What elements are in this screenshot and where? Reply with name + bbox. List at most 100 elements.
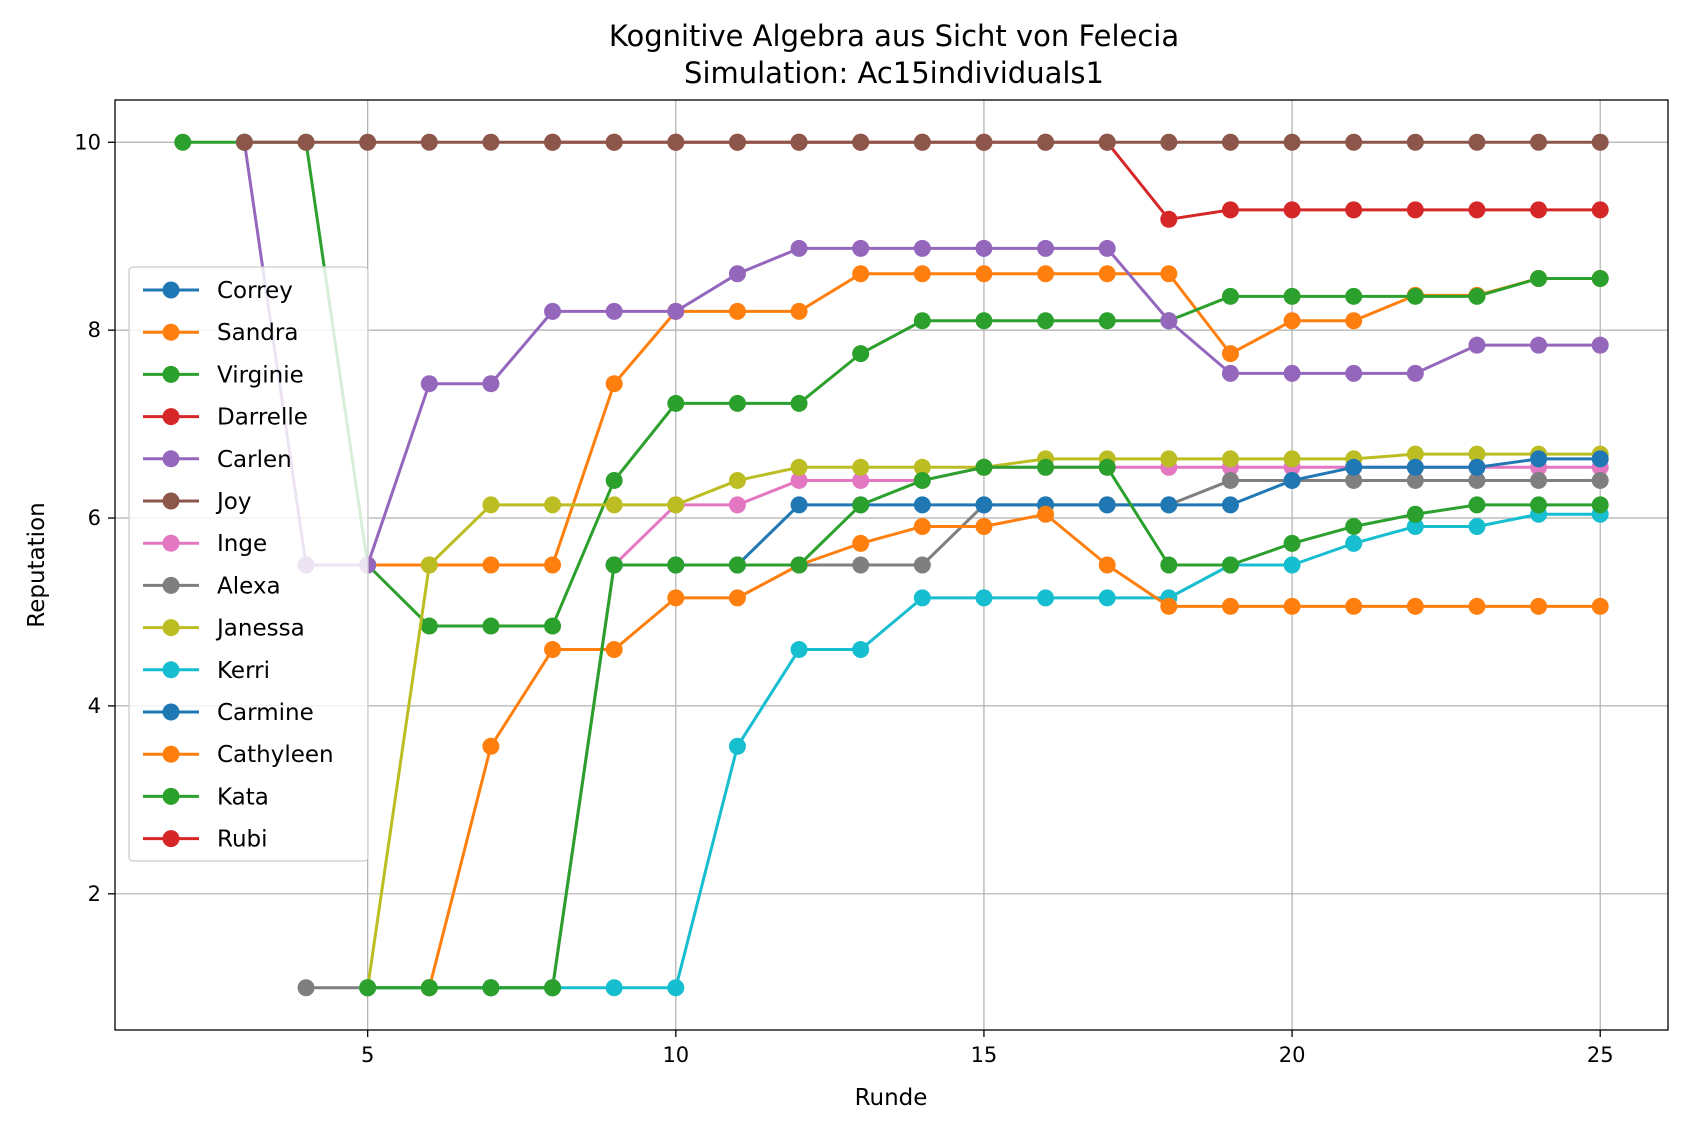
data-point-kerri (1468, 517, 1486, 535)
data-point-joy (544, 133, 562, 151)
data-point-janessa (482, 496, 500, 514)
data-point-joy (1283, 133, 1301, 151)
data-point-carlen (790, 239, 808, 257)
data-point-joy (297, 133, 315, 151)
series-line-virginie (182, 140, 1601, 628)
legend-item-janessa: Janessa (143, 616, 305, 642)
series-group (174, 133, 1609, 997)
legend-marker (162, 619, 180, 637)
data-point-carlen (975, 239, 993, 257)
data-point-cathyleen (913, 517, 931, 535)
data-point-alexa (1345, 471, 1363, 489)
legend-label: Joy (215, 489, 251, 515)
legend-label: Virginie (217, 362, 304, 388)
data-point-carmine (1591, 450, 1609, 468)
data-point-joy (790, 133, 808, 151)
data-point-kata (852, 496, 870, 514)
legend-item-rubi: Rubi (143, 827, 268, 853)
legend-item-darrelle: Darrelle (143, 405, 308, 431)
x-tick-label: 20 (1279, 1043, 1306, 1067)
data-point-kata (482, 979, 500, 997)
data-point-carlen (420, 375, 438, 393)
x-axis-label: Runde (855, 1085, 928, 1111)
y-tick-label: 2 (88, 882, 101, 906)
data-point-sandra (544, 556, 562, 574)
data-point-kata (975, 458, 993, 476)
data-point-virginie (728, 394, 746, 412)
data-point-darrelle (1221, 201, 1239, 219)
data-point-carmine (1098, 496, 1116, 514)
legend-item-kerri: Kerri (143, 658, 270, 684)
data-point-carlen (1160, 312, 1178, 330)
data-point-alexa (1468, 471, 1486, 489)
data-point-janessa (790, 458, 808, 476)
data-point-kerri (1037, 589, 1055, 607)
data-point-carlen (1283, 364, 1301, 382)
data-point-virginie (790, 394, 808, 412)
legend-label: Kerri (217, 658, 270, 684)
data-point-kata (1530, 496, 1548, 514)
data-point-joy (1160, 133, 1178, 151)
data-point-sandra (1221, 345, 1239, 363)
data-point-joy (667, 133, 685, 151)
data-point-alexa (913, 556, 931, 574)
data-point-sandra (975, 265, 993, 283)
data-point-inge (790, 471, 808, 489)
data-point-joy (852, 133, 870, 151)
legend-item-joy: Joy (143, 489, 251, 515)
data-point-kata (728, 556, 746, 574)
data-point-virginie (1345, 287, 1363, 305)
data-point-virginie (174, 133, 192, 151)
data-point-kata (1345, 517, 1363, 535)
data-point-virginie (544, 617, 562, 635)
data-point-sandra (605, 375, 623, 393)
data-point-inge (728, 496, 746, 514)
data-point-carlen (913, 239, 931, 257)
chart-title: Kognitive Algebra aus Sicht von Felecia (609, 19, 1179, 53)
data-point-kerri (975, 589, 993, 607)
data-point-virginie (605, 471, 623, 489)
data-point-cathyleen (1468, 597, 1486, 615)
data-point-cathyleen (1345, 597, 1363, 615)
data-point-sandra (728, 302, 746, 320)
data-point-janessa (1468, 445, 1486, 463)
data-point-sandra (1037, 265, 1055, 283)
x-axis-ticks: 5 10 15 20 25 (361, 1030, 1614, 1067)
data-point-sandra (1160, 265, 1178, 283)
data-point-kata (913, 471, 931, 489)
legend-label: Carlen (217, 447, 292, 473)
data-point-darrelle (1283, 201, 1301, 219)
data-point-kata (1037, 458, 1055, 476)
legend-marker (162, 745, 180, 763)
data-point-cathyleen (667, 589, 685, 607)
data-point-darrelle (1591, 201, 1609, 219)
data-point-virginie (1283, 287, 1301, 305)
data-point-kerri (913, 589, 931, 607)
data-point-kata (1221, 556, 1239, 574)
legend-box (128, 266, 369, 862)
data-point-sandra (790, 302, 808, 320)
data-point-inge (852, 471, 870, 489)
data-point-joy (1221, 133, 1239, 151)
data-point-virginie (1221, 287, 1239, 305)
legend-label: Sandra (217, 320, 298, 346)
data-point-joy (1530, 133, 1548, 151)
data-point-joy (1098, 133, 1116, 151)
legend-marker (162, 830, 180, 848)
data-point-cathyleen (544, 641, 562, 659)
data-point-carlen (544, 302, 562, 320)
data-point-darrelle (1406, 201, 1424, 219)
data-point-carmine (1468, 458, 1486, 476)
legend-label: Darrelle (217, 405, 308, 431)
legend-marker (162, 661, 180, 679)
data-point-kata (1591, 496, 1609, 514)
data-point-cathyleen (852, 534, 870, 552)
y-tick-label: 10 (74, 130, 101, 154)
data-point-cathyleen (1160, 597, 1178, 615)
data-point-joy (359, 133, 377, 151)
data-point-kerri (728, 737, 746, 755)
data-point-carlen (1406, 364, 1424, 382)
x-tick-label: 5 (361, 1043, 374, 1067)
legend-item-kata: Kata (143, 784, 269, 810)
legend-item-sandra: Sandra (143, 320, 298, 346)
